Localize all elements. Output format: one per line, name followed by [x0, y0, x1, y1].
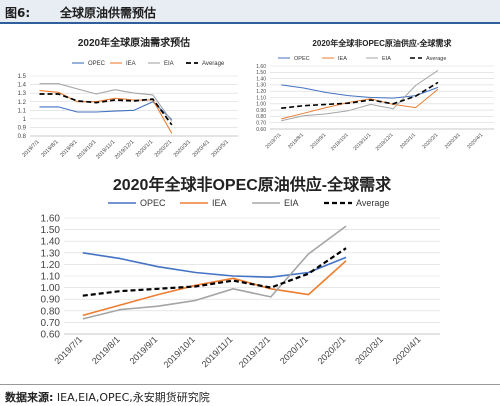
chart-title: 2020年全球非OPEC原油供应-全球需求	[312, 38, 452, 48]
legend-label-average: Average	[356, 198, 389, 208]
y-tick-label: 0.60	[256, 127, 266, 133]
y-tick-label: 0.60	[41, 330, 61, 341]
x-tick-label: 2020/1/1	[278, 334, 310, 366]
y-tick-label: 1.4	[18, 83, 27, 89]
series-line-average	[281, 81, 439, 109]
x-tick-label: 2020/3/1	[173, 139, 192, 158]
x-tick-label: 2019/10/1	[162, 334, 197, 369]
series-line-opec	[39, 101, 173, 121]
supply-demand-large-chart: 2020年全球非OPEC原油供应-全球需求 OPEC IEA EIA Average 0.…	[41, 175, 440, 370]
y-tick-label: 1.30	[256, 83, 266, 89]
y-tick-label: 1.20	[41, 260, 61, 271]
x-tick-label: 2019/9/1	[128, 334, 160, 366]
y-tick-label: 1.10	[256, 95, 266, 101]
y-tick-label: 0.80	[256, 114, 266, 120]
series-line-iea	[82, 260, 347, 317]
supply-demand-small-chart: 2020年全球非OPEC原油供应-全球需求 OPEC IEA EIA Average 0.…	[256, 38, 494, 152]
source-text: IEA,EIA,OPEC,永安期货研究院	[56, 391, 210, 404]
legend-label-eia: EIA	[382, 56, 391, 62]
x-tick-label: 2020/1/1	[135, 139, 154, 158]
series-line-iea	[39, 90, 173, 134]
y-tick-label: 0.70	[256, 120, 266, 126]
y-tick-label: 0.90	[256, 108, 266, 114]
series-line-opec	[281, 84, 439, 99]
y-tick-label: 0.90	[41, 295, 61, 306]
legend-label-eia: EIA	[284, 198, 299, 208]
x-tick-label: 2019/10/1	[76, 139, 98, 161]
source-note: 数据来源: IEA,EIA,OPEC,永安期货研究院	[5, 389, 210, 405]
x-tick-label: 2019/8/1	[90, 334, 122, 366]
x-tick-label: 2020/4/1	[466, 132, 484, 150]
y-tick-label: 1.20	[256, 89, 266, 95]
x-tick-label: 2019/9/1	[309, 132, 327, 150]
y-tick-label: 1.00	[41, 283, 61, 294]
y-tick-label: 0.70	[41, 318, 61, 329]
y-tick-label: 1.3	[18, 91, 27, 97]
series-line-average	[82, 247, 347, 297]
legend-label-iea: IEA	[338, 56, 347, 62]
y-tick-label: 1.1	[18, 108, 27, 114]
legend-label-opec: OPEC	[140, 198, 166, 208]
y-tick-label: 1.60	[256, 64, 266, 70]
y-tick-label: 0.80	[41, 306, 61, 317]
x-tick-label: 2020/4/1	[192, 139, 211, 158]
y-tick-label: 1.00	[256, 102, 266, 108]
y-tick-label: 0.9	[18, 126, 27, 132]
x-tick-label: 2020/1/1	[399, 132, 417, 150]
legend-label-iea: IEA	[212, 198, 227, 208]
footer-divider	[0, 384, 500, 385]
x-tick-label: 2019/7/1	[21, 139, 40, 158]
x-tick-label: 2019/11/1	[200, 334, 235, 369]
legend-label-iea: IEA	[126, 61, 136, 67]
series-line-eia	[281, 69, 439, 122]
series-line-iea	[281, 88, 439, 120]
x-tick-label: 2019/10/1	[330, 132, 350, 152]
y-tick-label: 1.40	[41, 237, 61, 248]
y-tick-label: 1.10	[41, 272, 61, 283]
demand-forecast-chart: 2020年全球原油需求预估 OPEC IEA EIA Average 0.8 0.9 1 1.1…	[18, 36, 238, 161]
chart-title: 2020年全球非OPEC原油供应-全球需求	[113, 175, 392, 194]
figure-number: 图6:	[5, 6, 31, 20]
legend-label-opec: OPEC	[294, 56, 310, 62]
x-tick-label: 2019/7/1	[265, 132, 283, 150]
source-label: 数据来源:	[5, 391, 54, 404]
y-tick-label: 0.8	[18, 134, 27, 140]
legend-label-eia: EIA	[164, 61, 174, 67]
series-line-opec	[82, 252, 347, 278]
series-line-average	[39, 93, 173, 126]
series-line-eia	[39, 83, 173, 122]
y-tick-label: 1.2	[18, 100, 27, 106]
y-tick-label: 1.60	[41, 214, 61, 225]
x-tick-label: 2019/11/1	[353, 132, 373, 152]
y-tick-label: 1.40	[256, 76, 266, 82]
chart-title: 2020年全球原油需求预估	[78, 36, 190, 49]
x-tick-label: 2020/2/1	[154, 139, 173, 158]
legend-label-opec: OPEC	[88, 61, 106, 67]
x-tick-label: 2019/12/1	[237, 334, 272, 369]
x-tick-label: 2019/8/1	[287, 132, 305, 150]
x-tick-label: 2020/4/1	[391, 334, 423, 366]
figure-header: 图6: 全球原油供需预估	[0, 0, 500, 24]
x-tick-label: 2019/12/1	[114, 139, 136, 161]
x-tick-label: 2020/3/1	[353, 334, 385, 366]
x-tick-label: 2019/8/1	[40, 139, 59, 158]
figure-title: 全球原油供需预估	[60, 6, 157, 20]
x-tick-label: 2020/2/1	[421, 132, 439, 150]
y-tick-label: 1.30	[41, 248, 61, 259]
x-tick-label: 2020/2/1	[316, 334, 348, 366]
legend-label-average: Average	[202, 61, 225, 67]
y-tick-label: 1.50	[41, 225, 61, 236]
x-tick-label: 2020/5/1	[211, 139, 230, 158]
legend-label-average: Average	[426, 56, 446, 62]
y-tick-label: 1	[23, 117, 27, 123]
y-tick-label: 1.50	[256, 70, 266, 76]
y-tick-label: 1.5	[18, 74, 27, 80]
x-tick-label: 2019/12/1	[375, 132, 395, 152]
series-line-eia	[82, 225, 347, 320]
x-tick-label: 2020/3/1	[444, 132, 462, 150]
